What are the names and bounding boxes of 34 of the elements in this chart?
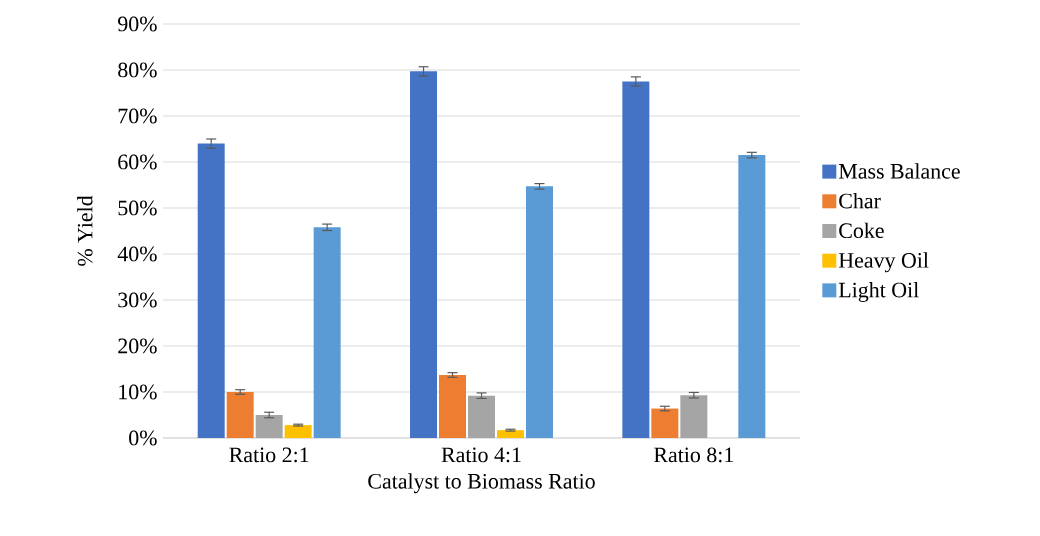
y-tick-label: 20% <box>118 338 157 354</box>
bar <box>439 374 467 438</box>
bar <box>622 81 650 438</box>
x-tick-label: Ratio 2:1 <box>229 447 309 463</box>
y-tick-label: 40% <box>117 246 157 262</box>
bar <box>313 227 341 438</box>
bar <box>525 186 553 438</box>
bar <box>226 391 254 438</box>
legend-label: Heavy Oil <box>838 252 929 273</box>
legend-label: Char <box>839 192 881 209</box>
y-tick-label: 90% <box>118 16 157 32</box>
y-tick-label: 60% <box>118 154 157 170</box>
y-tick-label: 70% <box>118 108 157 124</box>
x-tick-label: Ratio 4:1 <box>441 447 521 463</box>
y-tick-label: 30% <box>118 292 157 308</box>
x-tick-label: Ratio 8:1 <box>653 447 733 463</box>
y-tick-label: 0% <box>129 430 157 446</box>
bar <box>497 430 524 438</box>
bar <box>651 408 679 438</box>
bar <box>738 155 766 438</box>
y-axis-title: % Yield <box>77 195 93 266</box>
legend-label: Light Oil <box>838 282 919 302</box>
y-tick-label: 50% <box>118 200 157 216</box>
bar <box>197 143 225 438</box>
x-axis-title: Catalyst to Biomass Ratio <box>368 473 595 494</box>
y-tick-label: 80% <box>118 62 157 78</box>
legend-label: Coke <box>839 222 884 239</box>
y-tick-label: 10% <box>119 384 157 400</box>
bar <box>284 425 312 438</box>
bar <box>255 414 283 438</box>
legend-label: Mass Balance <box>838 163 960 179</box>
bar <box>410 71 438 438</box>
bar <box>468 395 496 438</box>
bar <box>680 395 708 438</box>
